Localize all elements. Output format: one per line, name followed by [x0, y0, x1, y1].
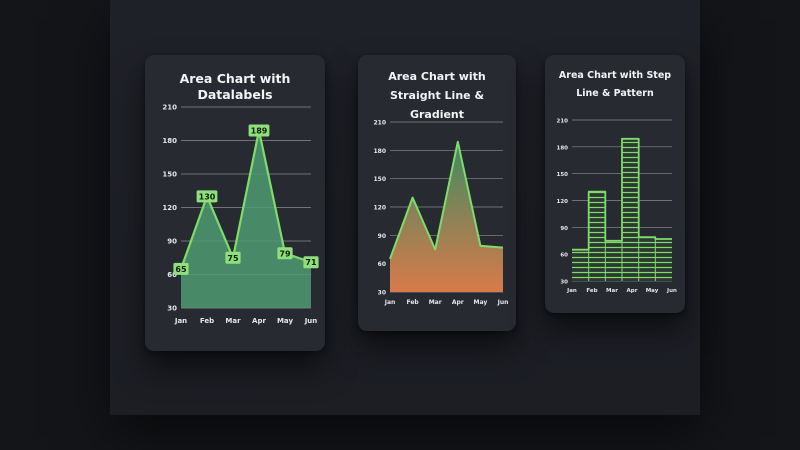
- x-tick-label: Jun: [497, 299, 509, 306]
- y-tick-label: 150: [557, 172, 569, 178]
- y-tick-label: 60: [167, 271, 177, 279]
- y-tick-label: 210: [373, 120, 386, 127]
- svg-text:65: 65: [175, 265, 187, 274]
- y-tick-label: 60: [378, 261, 386, 268]
- x-tick-label: Feb: [406, 299, 419, 306]
- x-tick-label: Feb: [586, 288, 597, 294]
- y-tick-label: 150: [162, 171, 177, 179]
- x-tick-label: Jan: [384, 299, 396, 306]
- svg-text:130: 130: [199, 192, 216, 201]
- y-tick-label: 90: [378, 233, 386, 240]
- data-label: 65: [173, 262, 189, 275]
- y-tick-label: 210: [162, 104, 177, 112]
- x-tick-label: Jun: [666, 288, 677, 294]
- y-tick-label: 30: [378, 290, 386, 297]
- data-label: 79: [277, 247, 293, 260]
- x-tick-label: May: [277, 317, 293, 325]
- chart-title: Area Chart with Straight Line & Gradient: [388, 70, 486, 121]
- svg-text:189: 189: [251, 126, 268, 135]
- x-tick-label: Mar: [225, 317, 241, 325]
- area-fill: [181, 130, 311, 308]
- series-line: [389, 140, 504, 260]
- x-tick-label: Feb: [200, 317, 214, 325]
- y-tick-label: 30: [560, 280, 568, 286]
- data-label: 130: [196, 190, 218, 203]
- x-tick-label: Jan: [566, 288, 577, 294]
- x-tick-label: May: [474, 299, 488, 306]
- svg-text:79: 79: [279, 249, 291, 258]
- svg-text:71: 71: [305, 258, 317, 267]
- y-tick-label: 60: [560, 253, 568, 259]
- data-label: 75: [225, 251, 241, 264]
- area-chart-gradient: 30 60 90 120 150 180 210 Jan Feb Mar Apr May Jun: [373, 120, 509, 307]
- x-tick-label: Apr: [252, 317, 266, 325]
- data-label: 71: [303, 256, 319, 269]
- y-tick-label: 30: [167, 305, 177, 313]
- y-tick-label: 120: [557, 199, 569, 205]
- y-tick-label: 120: [373, 205, 386, 212]
- chart-title: Area Chart with Step Line & Pattern: [558, 70, 672, 99]
- x-tick-label: Mar: [429, 299, 442, 306]
- svg-text:75: 75: [227, 254, 239, 263]
- x-tick-label: Apr: [452, 299, 464, 306]
- y-tick-label: 150: [373, 176, 386, 183]
- area-chart-datalabels: 30 60 90 120 150 180 210 Jan Feb Mar Apr May Jun 65 13…: [162, 104, 319, 325]
- y-tick-label: 120: [162, 204, 177, 212]
- x-tick-label: Mar: [606, 288, 618, 294]
- area-chart-step-pattern: 30 60 90 120 150 180 210 Jan Feb Mar Apr May Jun: [557, 119, 678, 295]
- y-tick-label: 180: [162, 137, 177, 145]
- chart-card-datalabels: Area Chart with Datalabels 30 60 90 120 150 1…: [145, 55, 325, 351]
- chart-card-gradient: Area Chart with Straight Line & Gradient…: [358, 55, 516, 331]
- y-tick-label: 90: [167, 238, 177, 246]
- x-tick-label: Jan: [174, 317, 187, 325]
- y-tick-label: 180: [373, 148, 386, 155]
- data-label: 189: [248, 124, 270, 137]
- y-tick-label: 210: [557, 119, 569, 125]
- chart-title: Area Chart with Datalabels: [179, 71, 291, 102]
- x-tick-label: Jun: [304, 317, 318, 325]
- x-tick-label: Apr: [627, 288, 638, 294]
- y-tick-label: 180: [557, 145, 569, 151]
- x-tick-label: May: [646, 288, 659, 294]
- chart-card-step-pattern: Area Chart with Step Line & Pattern 30 60…: [545, 55, 685, 313]
- area-fill: [390, 141, 503, 292]
- series-line: [572, 137, 672, 251]
- y-tick-label: 90: [560, 226, 568, 232]
